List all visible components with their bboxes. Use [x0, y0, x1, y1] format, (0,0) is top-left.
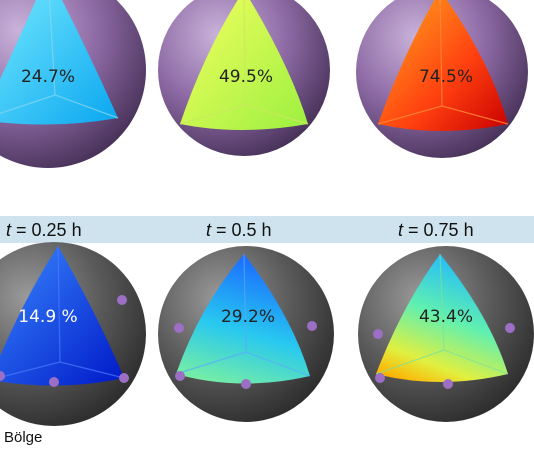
octant-cut-4 [0, 246, 124, 386]
particle [0, 371, 5, 381]
particle [119, 373, 129, 383]
time-label-1: t = 0.25 h [6, 220, 82, 240]
bottom-sphere-1: 14.9 % [0, 242, 146, 426]
top-sphere-2: 49.5% [158, 0, 330, 156]
particle [117, 295, 127, 305]
top-sphere-1: 24.7% [0, 0, 146, 168]
particle [443, 379, 453, 389]
particle [375, 373, 385, 383]
particle [505, 323, 515, 333]
bottom-sphere-3: 43.4% [358, 246, 534, 422]
octant-cut-3 [378, 0, 508, 131]
bottom-sphere-2: 29.2% [158, 246, 334, 422]
octant-cut-2 [180, 0, 308, 130]
bottom-percent-3: 43.4% [419, 307, 473, 327]
caption-text: Bölge [4, 429, 42, 446]
top-percent-2: 49.5% [219, 67, 273, 87]
particle [241, 379, 251, 389]
bottom-percent-1: 14.9 % [18, 307, 77, 327]
particle [175, 371, 185, 381]
octant-cut-1 [0, 0, 118, 125]
time-label-3: t = 0.75 h [398, 220, 474, 240]
particle [307, 321, 317, 331]
top-percent-1: 24.7% [21, 67, 75, 87]
particle [174, 323, 184, 333]
octant-cut-6 [376, 254, 508, 382]
top-percent-3: 74.5% [419, 67, 473, 87]
time-label-2: t = 0.5 h [206, 220, 272, 240]
particle [49, 377, 59, 387]
top-sphere-3: 74.5% [356, 0, 528, 158]
bottom-percent-2: 29.2% [221, 307, 275, 327]
particle [373, 329, 383, 339]
octant-cut-5 [176, 254, 310, 384]
time-band: t = 0.25 h t = 0.5 h t = 0.75 h [0, 216, 534, 243]
